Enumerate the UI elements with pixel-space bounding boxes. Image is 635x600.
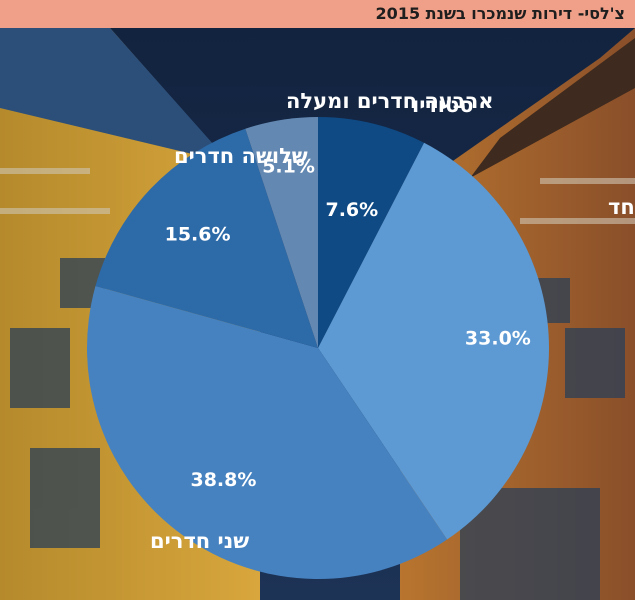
category-label-three-rooms: שלושה חדרים: [174, 144, 308, 168]
category-label-two-rooms: שני חדרים: [150, 529, 249, 553]
slice-value-label-studio: 7.6%: [325, 199, 378, 221]
category-label-four-plus-rooms: ארבעה חדרים ומעלה: [286, 89, 494, 113]
pie-slice-four-plus-rooms: [245, 117, 318, 348]
slice-value-label-two-rooms: 38.8%: [190, 469, 256, 491]
category-label-studio: סטודיו: [412, 93, 473, 117]
slice-value-label-four-plus-rooms: 5.1%: [262, 156, 315, 178]
title-bar: צ'לסי- דירות שנמכרו בשנת 2015: [0, 0, 635, 28]
category-label-one-room: חדר אחד: [608, 195, 635, 219]
pie-slice-studio: [318, 117, 425, 348]
pie-slice-three-rooms: [95, 128, 318, 348]
pie-slice-one-room: [318, 142, 549, 540]
slice-value-label-one-room: 33.0%: [465, 328, 531, 350]
slice-value-label-three-rooms: 15.6%: [165, 223, 231, 245]
chart-title: צ'לסי- דירות שנמכרו בשנת 2015: [375, 4, 625, 23]
pie-slice-two-rooms: [87, 286, 448, 579]
